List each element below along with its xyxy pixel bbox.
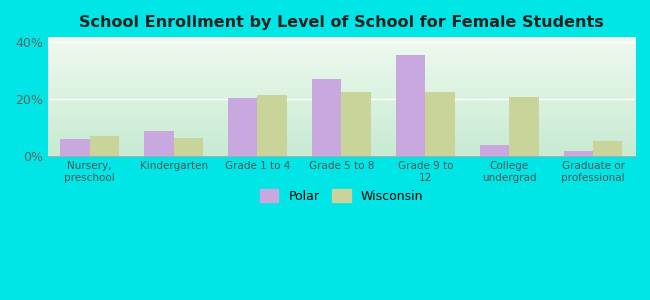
Bar	[593, 141, 623, 156]
Bar	[425, 92, 454, 156]
Bar	[341, 92, 370, 156]
Title: School Enrollment by Level of School for Female Students: School Enrollment by Level of School for…	[79, 15, 604, 30]
Bar	[60, 139, 90, 156]
Bar	[509, 97, 538, 156]
Bar	[257, 95, 287, 156]
Bar	[228, 98, 257, 156]
Bar	[480, 145, 509, 156]
Bar	[564, 151, 593, 156]
Bar	[174, 138, 203, 156]
Bar	[144, 131, 174, 156]
Legend: Polar, Wisconsin: Polar, Wisconsin	[255, 184, 428, 208]
Bar	[90, 136, 119, 156]
Bar	[312, 80, 341, 156]
Bar	[396, 55, 425, 156]
